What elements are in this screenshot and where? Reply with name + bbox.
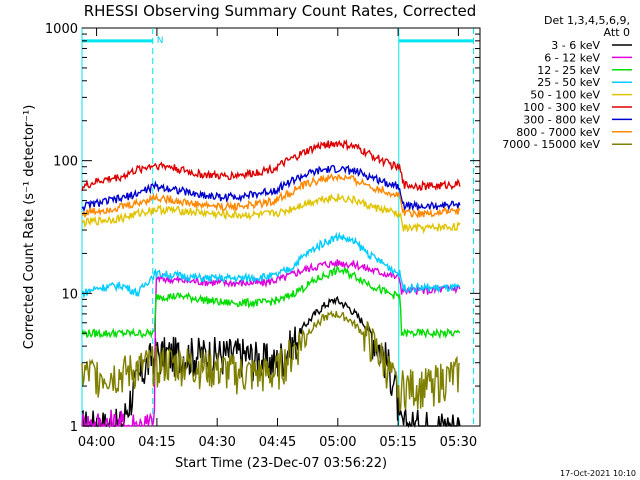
timestamp: 17-Oct-2021 10:10 bbox=[560, 469, 636, 478]
y-tick-label-1: 10 bbox=[61, 287, 78, 302]
series-line-3 bbox=[81, 231, 461, 300]
legend-label-3: 25 - 50 keV bbox=[537, 76, 600, 89]
series-line-2 bbox=[81, 265, 461, 340]
legend-label-1: 6 - 12 keV bbox=[544, 51, 600, 64]
legend-header-1: Att 0 bbox=[604, 26, 630, 39]
night-mark-label: N bbox=[157, 36, 164, 46]
legend-label-0: 3 - 6 keV bbox=[551, 39, 600, 52]
x-tick-label-5: 05:15 bbox=[379, 435, 416, 450]
chart-title: RHESSI Observing Summary Count Rates, Co… bbox=[84, 2, 477, 20]
x-tick-label-4: 05:00 bbox=[319, 435, 356, 450]
legend-label-6: 300 - 800 keV bbox=[523, 113, 600, 126]
series-line-1 bbox=[81, 259, 461, 428]
y-tick-label-3: 1000 bbox=[45, 22, 78, 37]
legend-label-8: 7000 - 15000 keV bbox=[502, 138, 600, 151]
legend-label-5: 100 - 300 keV bbox=[523, 101, 600, 114]
axis-layer: 04:00 04:15 04:30 04:45 05:00 05:15 05:30 1 10 10… bbox=[45, 22, 480, 450]
x-tick-label-2: 04:30 bbox=[198, 435, 235, 450]
series-line-6 bbox=[81, 164, 461, 213]
y-tick-label-2: 100 bbox=[53, 155, 78, 170]
x-axis-label: Start Time (23-Dec-07 03:56:22) bbox=[175, 456, 387, 471]
series-layer bbox=[81, 138, 461, 429]
legend-label-2: 12 - 25 keV bbox=[537, 64, 600, 77]
legend-label-7: 800 - 7000 keV bbox=[516, 126, 600, 139]
series-line-4 bbox=[81, 192, 461, 235]
series-line-7 bbox=[81, 173, 461, 219]
x-tick-label-1: 04:15 bbox=[138, 435, 175, 450]
x-tick-label-6: 05:30 bbox=[440, 435, 477, 450]
legend-label-4: 50 - 100 keV bbox=[530, 89, 600, 102]
series-line-8 bbox=[81, 310, 461, 414]
legend-header-0: Det 1,3,4,5,6,9, bbox=[544, 14, 630, 27]
y-axis-label: Corrected Count Rate (s⁻¹ detector⁻¹) bbox=[22, 105, 37, 350]
series-line-5 bbox=[81, 138, 461, 192]
y-tick-label-0: 1 bbox=[70, 420, 78, 435]
x-tick-label-0: 04:00 bbox=[78, 435, 115, 450]
x-tick-label-3: 04:45 bbox=[259, 435, 296, 450]
